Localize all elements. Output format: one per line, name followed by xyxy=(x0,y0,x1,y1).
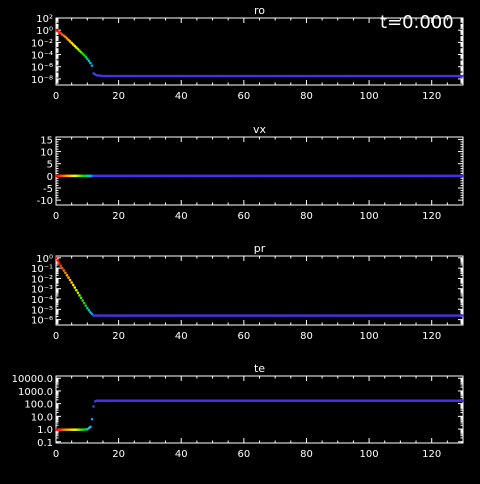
data-point-pr xyxy=(59,264,62,267)
x-tick-label: 80 xyxy=(300,211,313,222)
y-tick-label: -10 xyxy=(37,196,53,207)
x-tick-label: 40 xyxy=(175,331,188,342)
data-point-ro xyxy=(82,53,86,57)
data-point-pr xyxy=(64,271,67,275)
data-point-ro xyxy=(84,55,88,59)
x-tick-label: 120 xyxy=(422,449,441,460)
plot-frame-te xyxy=(55,375,464,444)
y-tick-label: 10⁻³ xyxy=(31,285,53,296)
x-tick-label: 40 xyxy=(175,91,188,102)
x-tick-label: 80 xyxy=(300,91,313,102)
data-point-ro xyxy=(461,74,465,78)
x-tick-label: 60 xyxy=(237,91,250,102)
data-point-pr xyxy=(81,299,84,302)
data-point-te xyxy=(89,425,92,429)
data-point-vx xyxy=(461,174,465,178)
data-point-pr xyxy=(75,288,78,292)
y-tick-label: 10⁻⁴ xyxy=(31,51,53,62)
y-tick-label: 10⁰ xyxy=(36,254,53,265)
y-tick-label: 10⁰ xyxy=(36,26,53,37)
y-tick-label: 0 xyxy=(47,172,53,183)
data-point-pr xyxy=(54,256,58,260)
data-point-pr xyxy=(67,276,70,279)
x-tick-label: 0 xyxy=(53,449,59,460)
x-tick-label: 40 xyxy=(175,449,188,460)
y-tick-label: 10² xyxy=(36,14,53,25)
y-tick-label: -5 xyxy=(43,184,53,195)
x-tick-label: 120 xyxy=(422,331,441,342)
y-tick-label: 10⁻⁵ xyxy=(31,305,53,316)
data-point-pr xyxy=(76,291,80,295)
x-tick-label: 20 xyxy=(112,331,125,342)
data-point-pr xyxy=(68,278,72,282)
y-tick-label: 0.1 xyxy=(37,438,53,449)
plot-title-vx: vx xyxy=(253,123,267,136)
y-tick-label: 100.0 xyxy=(24,400,53,411)
data-point-pr xyxy=(82,301,86,305)
plot-title-te: te xyxy=(254,362,265,375)
y-tick-label: 1.0 xyxy=(37,425,53,436)
x-tick-label: 0 xyxy=(53,91,59,102)
y-tick-label: 10⁻⁸ xyxy=(31,75,53,86)
x-tick-label: 100 xyxy=(360,449,379,460)
data-point-te xyxy=(92,405,95,408)
data-point-pr xyxy=(65,273,69,277)
y-tick-label: 10⁻¹ xyxy=(31,264,53,275)
data-point-pr xyxy=(57,261,61,265)
data-point-pr xyxy=(71,283,75,287)
data-point-pr xyxy=(73,286,77,289)
x-tick-label: 0 xyxy=(53,211,59,222)
y-tick-label: 15 xyxy=(40,135,53,146)
y-tick-label: 10 xyxy=(40,148,53,159)
y-tick-label: 10⁻² xyxy=(31,38,53,49)
x-tick-label: 20 xyxy=(112,91,125,102)
x-tick-label: 120 xyxy=(422,91,441,102)
x-tick-label: 120 xyxy=(422,211,441,222)
data-point-pr xyxy=(56,259,59,262)
data-point-pr xyxy=(86,306,89,310)
data-point-ro xyxy=(89,61,92,65)
plot-title-ro: ro xyxy=(254,4,265,17)
y-tick-label: 1000.0 xyxy=(18,387,53,398)
y-tick-label: 10⁻² xyxy=(31,274,53,285)
data-point-pr xyxy=(78,294,81,297)
x-tick-label: 100 xyxy=(360,91,379,102)
data-point-pr xyxy=(461,314,465,317)
data-point-pr xyxy=(87,308,91,312)
x-tick-label: 100 xyxy=(360,211,379,222)
data-point-te xyxy=(90,417,94,421)
y-tick-label: 10⁻⁴ xyxy=(31,295,53,306)
data-point-pr xyxy=(70,281,73,284)
data-point-pr xyxy=(60,266,64,270)
data-point-pr xyxy=(62,269,66,272)
data-point-ro xyxy=(86,57,89,61)
y-tick-label: 10000.0 xyxy=(12,374,53,385)
y-tick-label: 10.0 xyxy=(31,412,53,423)
y-tick-label: 10⁻⁶ xyxy=(31,316,53,327)
data-point-pr xyxy=(79,296,83,300)
x-tick-label: 20 xyxy=(112,211,125,222)
x-tick-label: 40 xyxy=(175,211,188,222)
data-point-ro xyxy=(87,59,91,63)
x-tick-label: 60 xyxy=(237,449,250,460)
data-point-te xyxy=(461,399,465,403)
x-tick-label: 80 xyxy=(300,331,313,342)
x-tick-label: 60 xyxy=(237,211,250,222)
x-tick-label: 100 xyxy=(360,331,379,342)
data-point-ro xyxy=(90,64,94,67)
x-tick-label: 20 xyxy=(112,449,125,460)
time-label: t=0.000 xyxy=(380,12,454,33)
data-point-pr xyxy=(84,304,88,307)
y-tick-label: 10⁻⁶ xyxy=(31,63,53,74)
y-tick-label: 5 xyxy=(47,160,53,171)
x-tick-label: 60 xyxy=(237,331,250,342)
x-tick-label: 80 xyxy=(300,449,313,460)
plot-frame-vx xyxy=(55,136,464,206)
x-tick-label: 0 xyxy=(53,331,59,342)
plot-title-pr: pr xyxy=(254,242,266,255)
